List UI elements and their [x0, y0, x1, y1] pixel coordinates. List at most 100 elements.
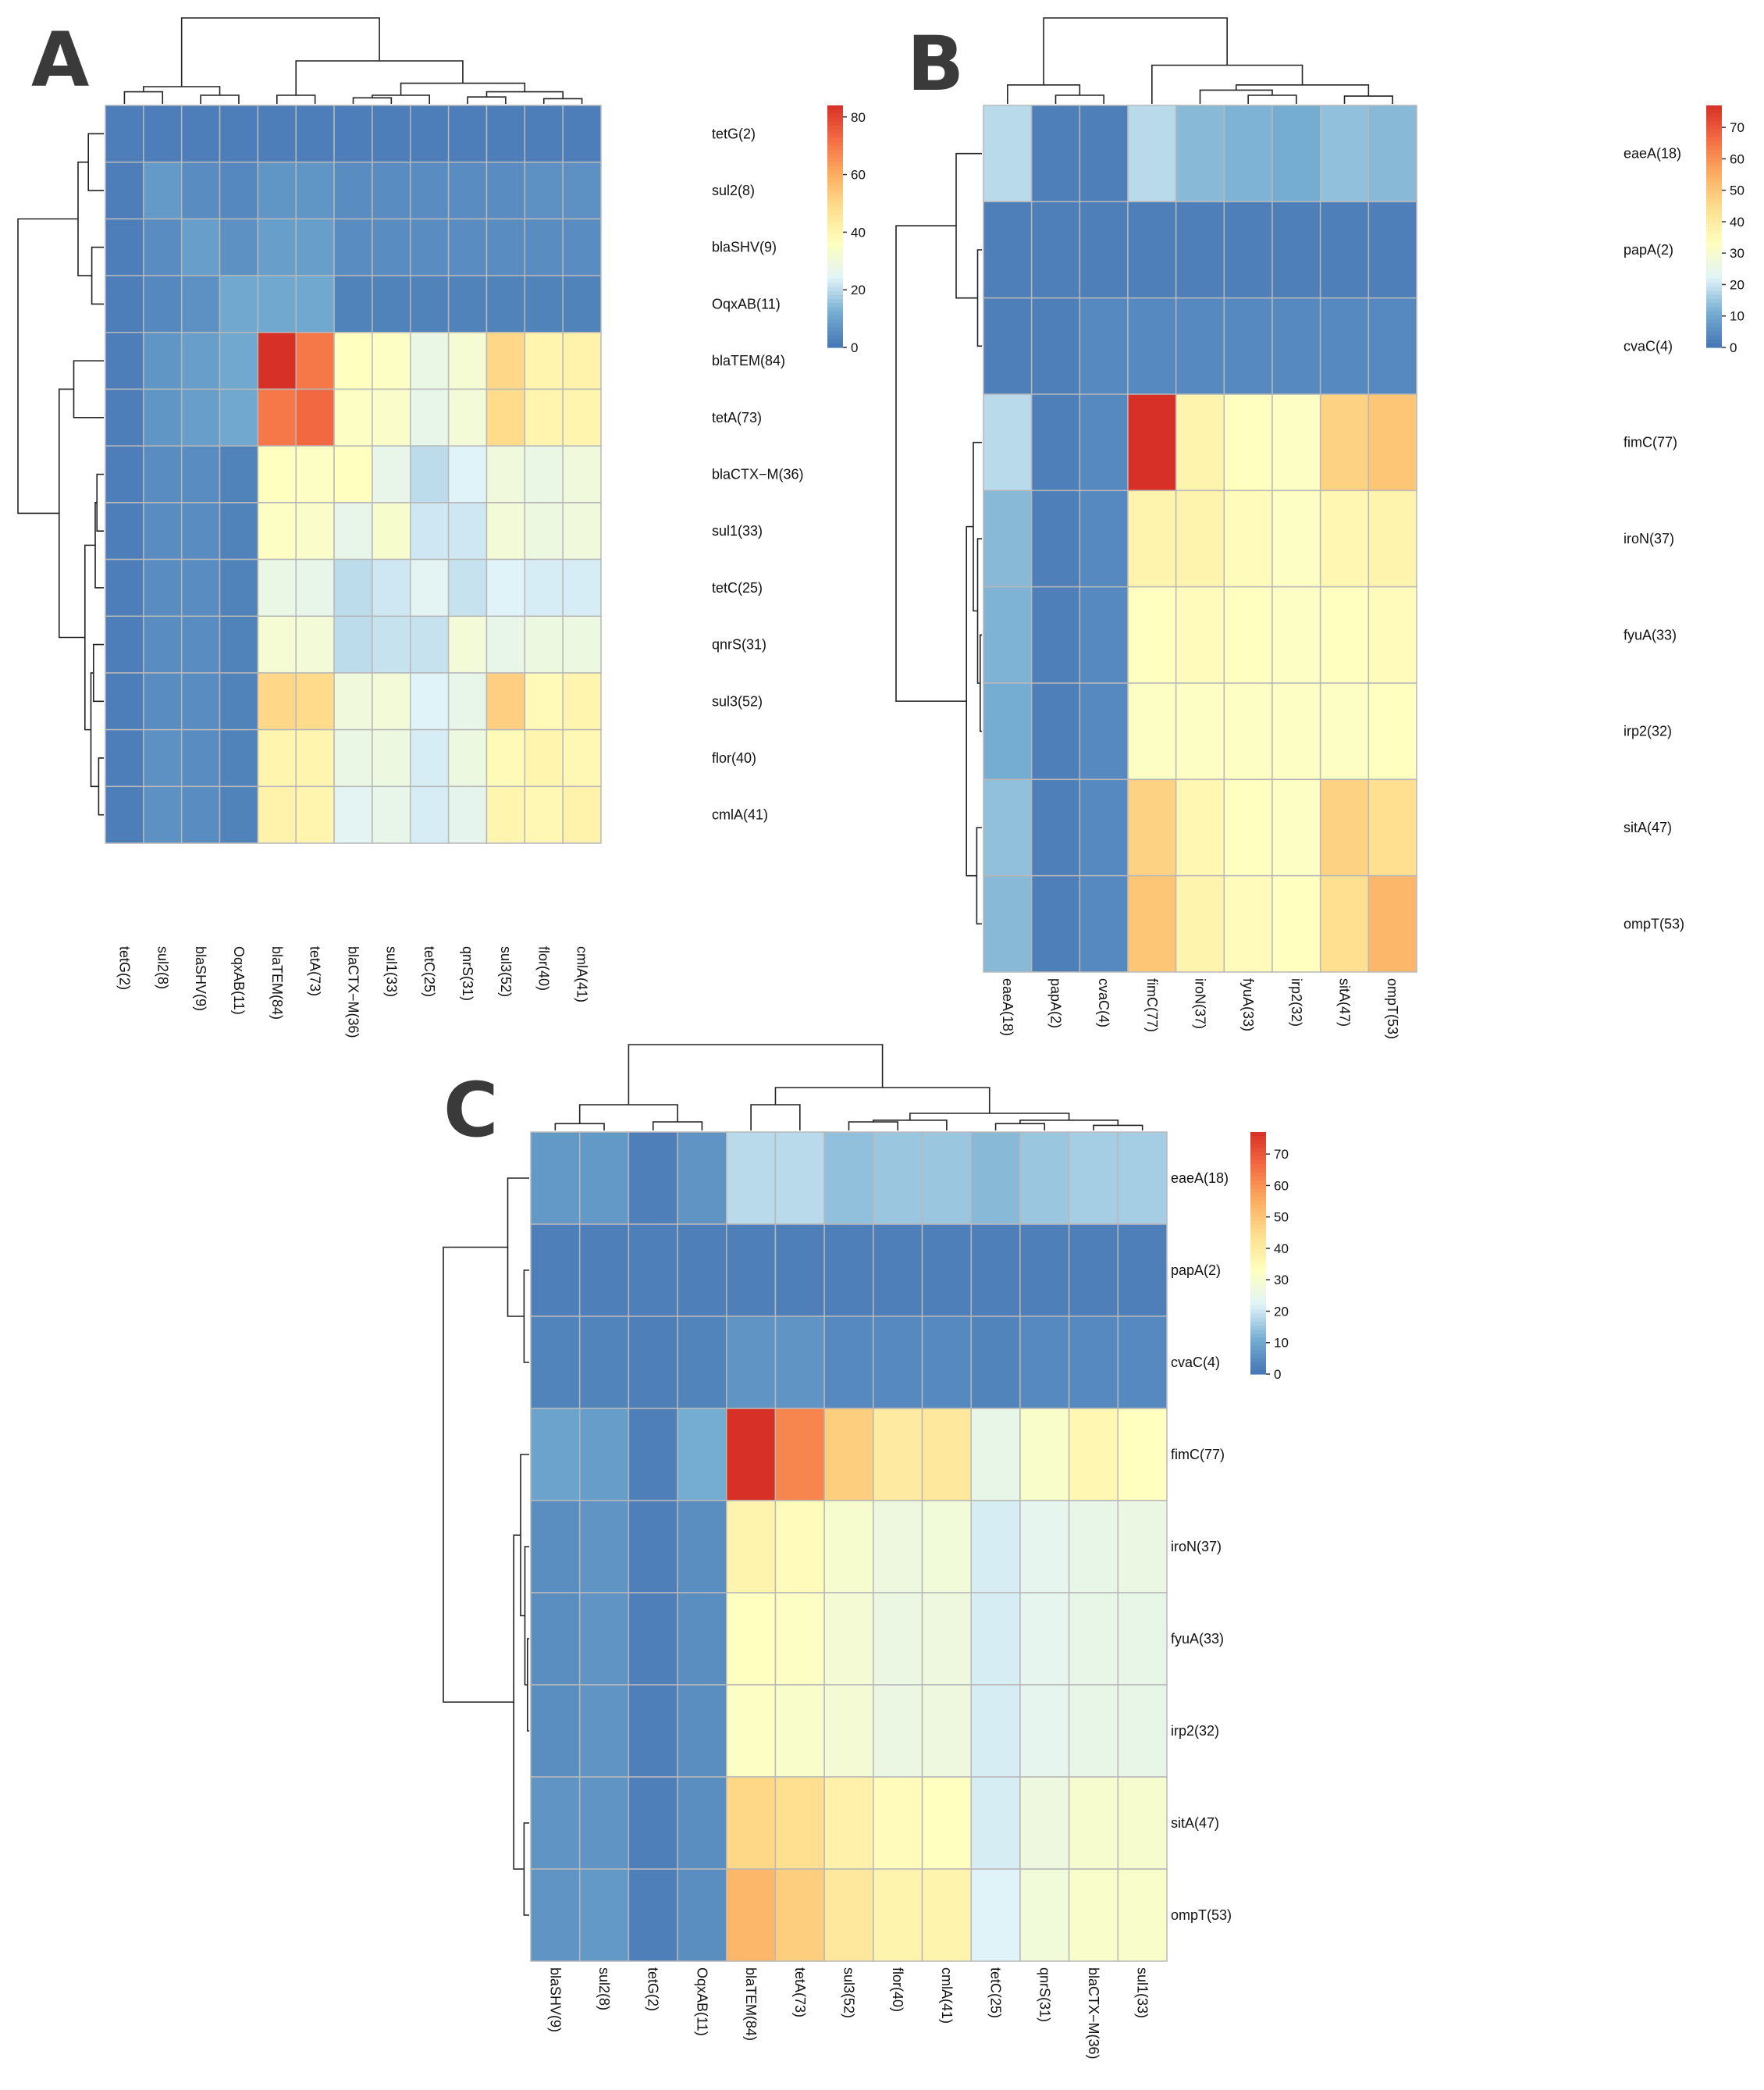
colorbar-segment	[827, 178, 843, 183]
heatmap-cell	[677, 1500, 727, 1593]
colorbar-segment	[1250, 1172, 1266, 1177]
heatmap-cell	[970, 1223, 1021, 1317]
heatmap-cell	[562, 275, 602, 333]
colorbar-segment	[1706, 194, 1722, 199]
row-dendrogram-branch	[84, 544, 95, 731]
column-dendrogram-branch	[295, 60, 464, 95]
row-label: OqxAB(11)	[712, 296, 781, 312]
heatmap-cell	[921, 1592, 972, 1686]
heatmap-cell	[873, 1500, 923, 1593]
colorbar-segment	[1250, 1176, 1266, 1181]
heatmap-cell	[219, 615, 259, 674]
heatmap-cell	[1223, 297, 1273, 395]
colorbar-segment	[827, 279, 843, 283]
colorbar-segment	[1706, 262, 1722, 268]
heatmap-cell	[530, 1776, 581, 1870]
colorbar-segment	[827, 130, 843, 134]
heatmap-cell	[105, 105, 144, 163]
heatmap-cell	[295, 161, 335, 220]
row-label: sul3(52)	[712, 693, 763, 709]
heatmap-cell	[1367, 393, 1417, 492]
colorbar-segment	[827, 226, 843, 231]
heatmap-cell	[823, 1500, 874, 1593]
heatmap-cell	[1223, 778, 1273, 877]
row-dendrogram-branch	[513, 1534, 525, 1870]
heatmap-cell	[333, 785, 373, 844]
heatmap-cell	[447, 275, 488, 333]
heatmap-cell	[628, 1408, 678, 1501]
heatmap-cell	[873, 1776, 923, 1870]
column-label: sul2(8)	[155, 946, 170, 989]
heatmap-cell	[524, 445, 564, 504]
heatmap-cell	[1019, 1592, 1070, 1686]
heatmap-cell	[447, 728, 488, 788]
heatmap-cell	[295, 785, 335, 844]
colorbar-segment	[827, 299, 843, 304]
heatmap-cell	[873, 1223, 923, 1317]
heatmap-cell	[1223, 490, 1273, 588]
colorbar-segment	[827, 186, 843, 191]
colorbar-segment	[1250, 1345, 1266, 1351]
heatmap-cell	[333, 275, 373, 333]
colorbar-segment	[1706, 113, 1722, 119]
colorbar-segment	[1706, 290, 1722, 296]
heatmap-cell	[1079, 778, 1129, 877]
heatmap-cell	[257, 218, 297, 276]
heatmap-cell	[1068, 1868, 1119, 1962]
heatmap-cell	[921, 1408, 972, 1501]
heatmap-cell	[1079, 105, 1129, 203]
column-dendrogram-branch	[180, 17, 380, 87]
heatmap-cell	[726, 1223, 777, 1317]
heatmap-cell	[578, 1500, 630, 1593]
heatmap-cell	[1127, 105, 1177, 203]
row-dendrogram-branch	[59, 388, 85, 639]
column-label: blaTEM(84)	[269, 946, 285, 1020]
row-dendrogram-branch	[443, 1246, 514, 1703]
colorbar-segment	[1706, 343, 1722, 348]
heatmap-cell	[1271, 490, 1321, 588]
colorbar-segment	[827, 307, 843, 312]
colorbar-segment	[1706, 198, 1722, 203]
colorbar-segment	[827, 149, 843, 155]
heatmap-cell	[105, 615, 144, 674]
colorbar-segment	[827, 234, 843, 240]
row-dendrogram-branch	[976, 249, 982, 347]
heatmap-cell	[333, 388, 373, 447]
heatmap-cell	[1030, 393, 1081, 492]
heatmap-cell	[1127, 297, 1177, 395]
heatmap-cell	[774, 1868, 825, 1962]
heatmap-cell	[1030, 586, 1081, 684]
row-label: blaSHV(9)	[712, 240, 777, 255]
heatmap-cell	[1127, 393, 1177, 492]
heatmap-cell	[105, 445, 144, 504]
colorbar-segment	[1706, 206, 1722, 211]
heatmap-cell	[823, 1868, 874, 1962]
colorbar-segment	[1706, 251, 1722, 255]
heatmap-cell	[983, 201, 1033, 299]
column-label: blaCTX−M(36)	[1086, 1967, 1101, 2060]
heatmap-cell	[143, 332, 183, 390]
colorbar-segment	[1250, 1220, 1266, 1226]
column-label: tetA(73)	[308, 946, 323, 996]
heatmap-cell	[524, 332, 564, 390]
heatmap-cell	[562, 388, 602, 447]
colorbar-segment	[827, 331, 843, 336]
colorbar-segment	[827, 258, 843, 264]
heatmap-cell	[1019, 1131, 1070, 1225]
heatmap-cell	[105, 502, 144, 561]
heatmap-cell	[1030, 778, 1081, 877]
heatmap-cell	[180, 275, 221, 333]
heatmap-cell	[677, 1868, 727, 1962]
colorbar-segment	[1250, 1144, 1266, 1149]
heatmap-cell	[1019, 1316, 1070, 1409]
colorbar-segment	[1706, 154, 1722, 158]
row-label: eaeA(18)	[1171, 1170, 1229, 1186]
row-label: sitA(47)	[1624, 820, 1672, 835]
heatmap-cell	[726, 1684, 777, 1778]
colorbar-segment	[827, 169, 843, 175]
row-label: cmlA(41)	[712, 807, 768, 823]
heatmap-cell	[873, 1316, 923, 1409]
heatmap-cell	[333, 161, 373, 220]
colorbar-segment	[1706, 141, 1722, 147]
column-label: cmlA(41)	[574, 946, 590, 1002]
